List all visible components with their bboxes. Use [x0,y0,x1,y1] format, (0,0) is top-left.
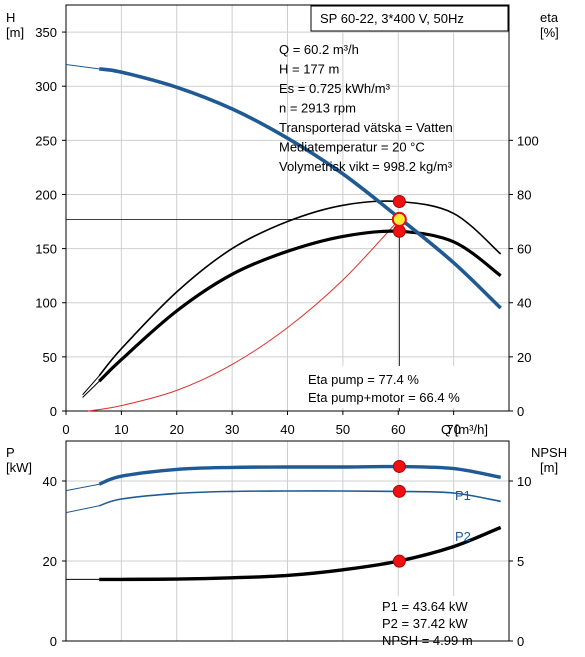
y-tick-label-h: 250 [35,133,57,148]
info-line: Q = 60.2 m³/h [279,42,359,57]
eta-pump-motor-curve [98,229,502,383]
p2-curve [98,490,501,507]
p1-series-label: P1 [455,488,471,503]
y-tick-label-eta: 80 [517,187,531,202]
p2-curve-extension [65,505,100,514]
top-curves [65,64,502,412]
y-tick-label-npsh: 0 [517,634,524,649]
eta-pump-motor-marker [392,224,406,238]
y-tick-label-eta: 100 [517,133,539,148]
head-curve-extension [65,64,100,70]
info-line: Transporterad vätska = Vatten [279,120,453,135]
eta-pump-curve [98,200,502,377]
npsh-curve [99,525,502,582]
bottom-plot-frame [65,440,510,642]
y-tick-label-p: 20 [43,554,57,569]
power-info-line: NPSH = 4.99 m [382,633,473,648]
x-tick-label: 10 [114,422,128,437]
title-box [310,5,509,32]
x-tick-label: 60 [391,422,405,437]
y-tick-label-eta: 20 [517,350,531,365]
bottom-curves: P1 P2 [65,459,502,582]
x-tick-label: 50 [336,422,350,437]
power-label-bg [378,596,506,640]
system-curve [88,219,400,412]
info-line: n = 2913 rpm [279,101,356,116]
y-tick-label-p: 0 [50,634,57,649]
y-tick-label-h: 0 [50,404,57,419]
eta-label: Eta pump = 77.4 % [308,372,419,387]
x-tick-label: 30 [225,422,239,437]
y-axis-label-h: H [6,10,15,25]
y-tick-label-eta: 0 [517,404,524,419]
y-tick-label-h: 100 [35,296,57,311]
head-curve [98,67,502,310]
y-axis-unit-p: [kW] [6,460,32,475]
y-tick-label-h: 150 [35,242,57,257]
power-info: P1 = 43.64 kW P2 = 37.42 kW NPSH = 4.99 m [382,599,473,648]
power-info-line: P1 = 43.64 kW [382,599,468,614]
top-grid [66,5,509,411]
info-line: Es = 0.725 kWh/m³ [279,81,391,96]
operating-point-info: Q = 60.2 m³/h H = 177 m Es = 0.725 kWh/m³ n… [279,42,453,174]
x-tick-label: 70 [446,422,460,437]
x-tick-label: 20 [170,422,184,437]
x-tick-label: 0 [62,422,69,437]
eta-label: Eta pump+motor = 66.4 % [308,390,460,405]
eta-pump-motor-curve-extension [82,380,100,398]
eta-label-bg [304,366,506,408]
info-line: Mediatemperatur = 20 °C [279,140,425,155]
x-tick-label: 40 [280,422,294,437]
p1-curve-extension [65,483,100,492]
y-axis-unit-npsh: [m] [540,460,558,475]
duty-point-marker [391,211,407,227]
y-axis-unit-eta: [%] [540,25,559,40]
x-axis-label-q: Q [m³/h] [441,422,488,437]
p2-marker [392,484,406,498]
p1-curve [98,464,502,486]
npsh-marker [392,554,406,568]
y-tick-label-p: 40 [43,474,57,489]
y-tick-label-h: 200 [35,187,57,202]
info-line: Volymetrisk vikt = 998.2 kg/m³ [279,159,453,174]
y-tick-label-h: 50 [43,350,57,365]
y-tick-label-h: 350 [35,25,57,40]
y-tick-label-eta: 60 [517,242,531,257]
y-axis-label-eta: eta [540,10,559,25]
p1-marker [392,459,406,473]
power-info-line: P2 = 37.42 kW [382,616,468,631]
eta-labels: Eta pump = 77.4 % Eta pump+motor = 66.4 % [308,372,460,405]
y-axis-unit-h: [m] [6,25,24,40]
y-tick-label-eta: 40 [517,296,531,311]
y-tick-label-h: 300 [35,79,57,94]
info-line: H = 177 m [279,62,339,77]
eta-pump-curve-extension [82,375,100,396]
eta-pump-marker [392,195,406,209]
chart-title: SP 60-22, 3*400 V, 50Hz [320,11,464,26]
p2-series-label: P2 [455,529,471,544]
y-tick-label-npsh: 10 [517,474,531,489]
top-tick-labels: 0 10 20 30 40 50 60 70 0 50 100 150 200 250 300 350 0 20 4… [35,25,538,437]
y-tick-label-npsh: 5 [517,554,524,569]
bottom-tick-labels: 0 20 40 0 5 10 [43,474,532,649]
y-axis-label-npsh: NPSH [531,445,567,460]
y-axis-label-p: P [6,445,15,460]
bottom-grid [66,441,509,641]
